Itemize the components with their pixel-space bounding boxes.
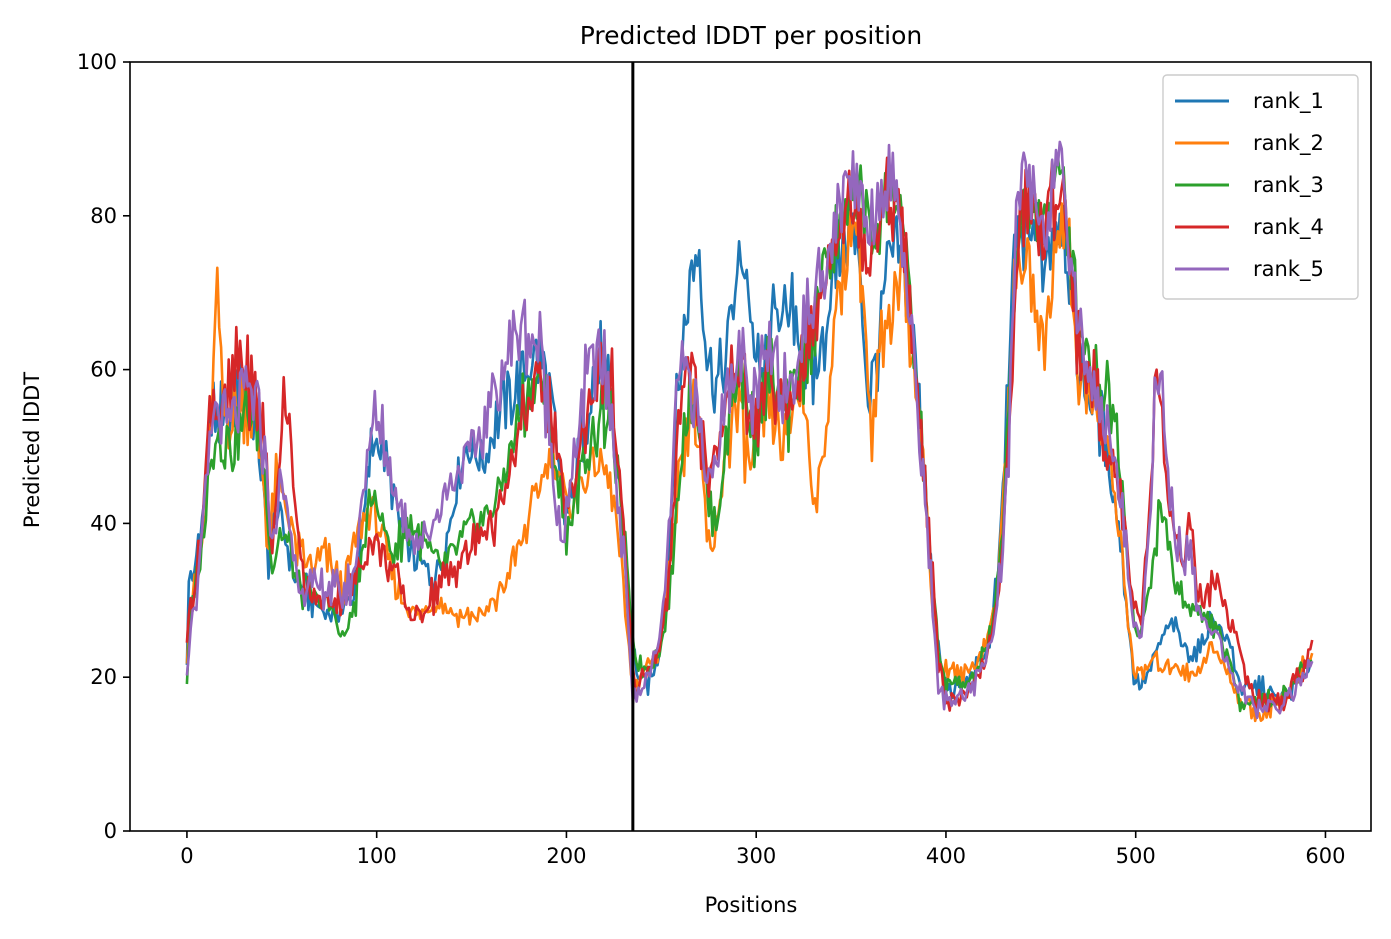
y-tick-label: 60: [90, 358, 117, 382]
legend: rank_1 rank_2 rank_3 rank_4 rank_5: [1162, 74, 1359, 300]
x-tick-label: 400: [926, 844, 966, 868]
plot-area: 0 100 200 300 400 500 600 0 20 40 60 80 100: [77, 50, 1372, 868]
y-tick-label: 100: [77, 50, 117, 74]
y-tick-label: 80: [90, 204, 117, 228]
x-tick-label: 500: [1116, 844, 1156, 868]
x-tick-label: 300: [736, 844, 776, 868]
plot-frame: [129, 61, 1372, 832]
legend-label-rank_3: rank_3: [1253, 173, 1324, 198]
x-tick-label: 200: [546, 844, 586, 868]
legend-box: [1162, 74, 1359, 300]
legend-label-rank_4: rank_4: [1253, 215, 1324, 240]
y-tick-label: 40: [90, 511, 117, 535]
chart-title: Predicted lDDT per position: [580, 21, 922, 50]
x-tick-label: 100: [357, 844, 397, 868]
series-line-rank_2: [185, 198, 1314, 723]
y-tick-label: 0: [104, 819, 117, 843]
legend-label-rank_1: rank_1: [1253, 89, 1324, 114]
x-axis-title: Positions: [705, 893, 798, 917]
legend-label-rank_2: rank_2: [1253, 131, 1324, 156]
y-tick-label: 20: [90, 665, 117, 689]
x-tick-label: 0: [180, 844, 193, 868]
legend-label-rank_5: rank_5: [1253, 257, 1324, 282]
series-line-rank_5: [185, 140, 1314, 720]
x-tick-label: 600: [1305, 844, 1345, 868]
y-axis-title: Predicted lDDT: [20, 372, 44, 528]
series-line-rank_1: [185, 188, 1314, 710]
